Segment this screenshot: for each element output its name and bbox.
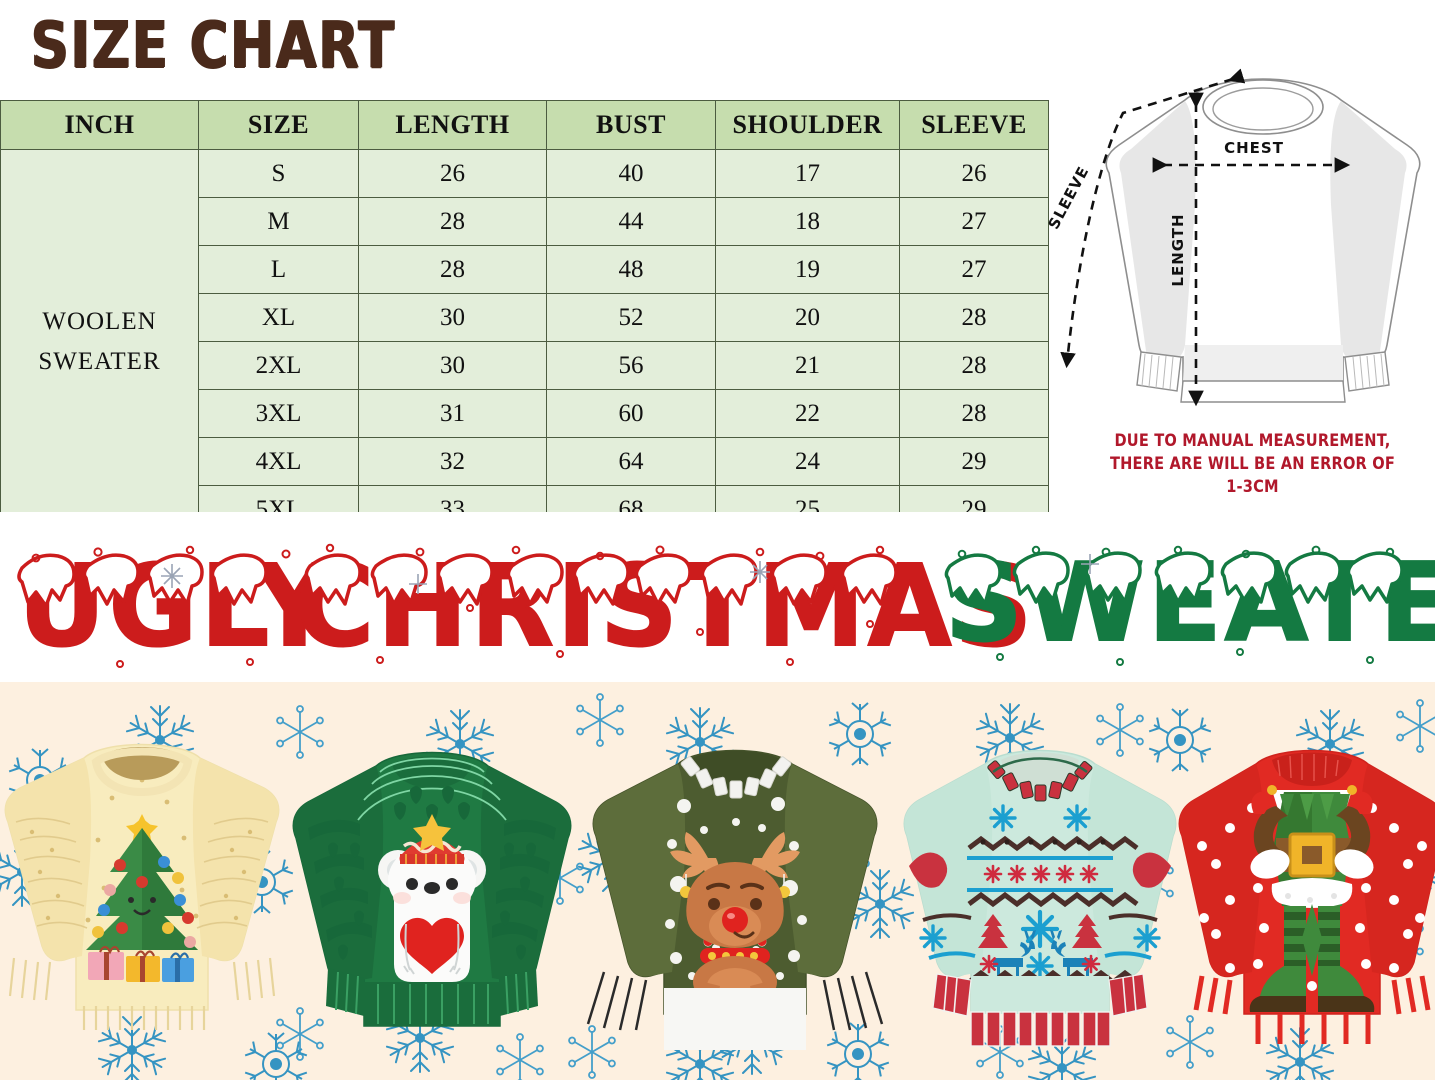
sweater-gallery (0, 682, 1435, 1080)
sweater-body-cream (4, 743, 280, 1030)
cell-sleeve: 29 (899, 437, 1049, 486)
cell-shoulder: 22 (715, 389, 900, 438)
product-type-line1: WOOLEN (42, 307, 157, 335)
page-title: SIZE CHART (30, 8, 396, 83)
measurement-diagram: CHEST LENGTH SLEEVE (1035, 45, 1435, 425)
disclaimer-line-2: THERE ARE WILL BE AN ERROR OF 1-3CM (1109, 453, 1396, 497)
cell-shoulder: 19 (715, 245, 900, 294)
table-row: 3XL 31 60 22 28 (1, 389, 1049, 438)
cell-size: 3XL (198, 389, 359, 438)
cell-size: M (198, 197, 359, 246)
product-type-label: WOOLEN SWEATER (0, 149, 199, 534)
measurement-disclaimer: DUE TO MANUAL MEASUREMENT, THERE ARE WIL… (1100, 430, 1405, 499)
cell-shoulder: 17 (715, 149, 900, 198)
cell-bust: 52 (546, 293, 716, 342)
sweater-illustration (1105, 78, 1421, 403)
cell-bust: 40 (546, 149, 716, 198)
disclaimer-line-1: DUE TO MANUAL MEASUREMENT, (1114, 431, 1391, 451)
column-header-bust: BUST (546, 100, 716, 150)
sweater-body-mint (903, 749, 1177, 1047)
sweater-body-red (1178, 749, 1435, 1044)
cell-bust: 64 (546, 437, 716, 486)
sweater-body-olive (586, 749, 884, 1050)
snow-caps-green (944, 551, 1404, 606)
product-type-line2: SWEATER (38, 347, 161, 375)
table-row: 4XL 32 64 24 29 (1, 437, 1049, 486)
sleeve-label: SLEEVE (1045, 163, 1093, 232)
snow-caps-red (17, 553, 898, 608)
table-row: WOOLEN SWEATER S 26 40 17 26 (0, 149, 1049, 534)
cell-bust: 44 (546, 197, 716, 246)
sweater-elf (1172, 728, 1435, 1058)
cell-sleeve: 27 (899, 245, 1049, 294)
table-row: XL 30 52 20 28 (1, 293, 1049, 342)
sweater-body-green (292, 751, 572, 1027)
cell-sleeve: 28 (899, 293, 1049, 342)
cell-length: 26 (358, 149, 547, 198)
cell-length: 30 (358, 341, 547, 390)
cell-size: 2XL (198, 341, 359, 390)
cell-sleeve: 28 (899, 389, 1049, 438)
cell-length: 31 (358, 389, 547, 438)
cell-shoulder: 24 (715, 437, 900, 486)
size-chart-table: INCH SIZE LENGTH BUST SHOULDER SLEEVE WO… (0, 100, 1049, 534)
chest-label: CHEST (1224, 139, 1284, 157)
column-header-inch: INCH (0, 100, 199, 150)
column-header-length: LENGTH (358, 100, 547, 150)
column-header-shoulder: SHOULDER (715, 100, 900, 150)
cell-size: XL (198, 293, 359, 342)
table-row: M 28 44 18 27 (1, 197, 1049, 246)
cell-shoulder: 20 (715, 293, 900, 342)
table-header-row: INCH SIZE LENGTH BUST SHOULDER SLEEVE (0, 100, 1049, 150)
sparkles (161, 554, 1099, 594)
length-label: LENGTH (1169, 213, 1187, 286)
cell-size: S (198, 149, 359, 198)
cell-bust: 48 (546, 245, 716, 294)
cell-bust: 56 (546, 341, 716, 390)
cell-length: 28 (358, 245, 547, 294)
sleeve-measure-arrow (1060, 68, 1246, 369)
column-header-size: SIZE (198, 100, 359, 150)
cell-bust: 60 (546, 389, 716, 438)
sweater-christmas-tree (0, 710, 292, 1050)
cell-size: 4XL (198, 437, 359, 486)
cell-sleeve: 27 (899, 197, 1049, 246)
cell-size: L (198, 245, 359, 294)
sweater-polar-bear (282, 728, 582, 1058)
cell-sleeve: 28 (899, 341, 1049, 390)
cell-length: 28 (358, 197, 547, 246)
cell-shoulder: 21 (715, 341, 900, 390)
cell-shoulder: 18 (715, 197, 900, 246)
cell-length: 30 (358, 293, 547, 342)
table-row: L 28 48 19 27 (1, 245, 1049, 294)
snow-dots (31, 543, 885, 668)
cell-sleeve: 26 (899, 149, 1049, 198)
cell-length: 32 (358, 437, 547, 486)
banner: UGLY CHRISTMAS SWEATER (0, 512, 1435, 682)
snow-dots-green (957, 545, 1395, 666)
column-header-sleeve: SLEEVE (899, 100, 1049, 150)
sweater-reindeer (580, 724, 890, 1064)
sweater-fair-isle (895, 726, 1185, 1056)
